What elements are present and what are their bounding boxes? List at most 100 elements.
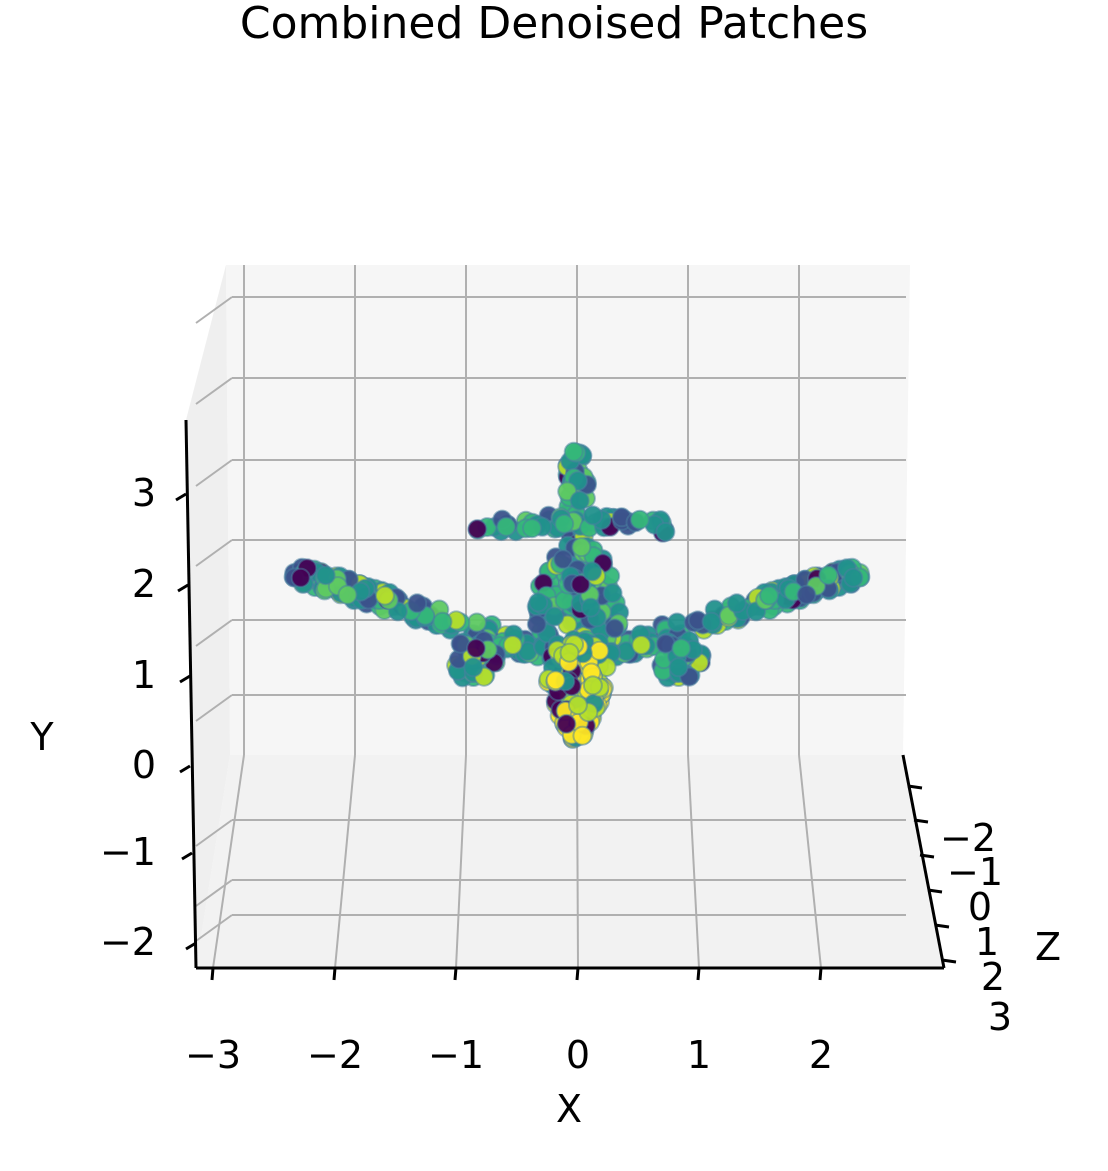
y-tick-mark: [177, 583, 189, 593]
data-point: [604, 618, 625, 639]
x-floor-gridline: [798, 754, 822, 969]
x-tick-label: 2: [809, 1033, 833, 1077]
data-point: [554, 590, 575, 611]
data-point: [589, 640, 610, 661]
z-tick-mark: [907, 784, 923, 790]
y-tick-label: 0: [132, 743, 156, 787]
data-point: [582, 675, 603, 696]
z-tick-label: 3: [988, 995, 1012, 1039]
floor-pane: [196, 755, 944, 968]
z-axis-label: Z: [1035, 925, 1061, 969]
side-pane: [186, 265, 230, 968]
z-tick-label: 2: [981, 955, 1005, 999]
data-point: [569, 490, 590, 511]
y-tick-mark: [181, 851, 193, 861]
data-point: [496, 516, 517, 537]
y-side-gridline: [195, 377, 233, 405]
data-point: [655, 521, 676, 542]
data-point: [759, 585, 780, 606]
data-point: [668, 657, 689, 678]
x-tick-label: −1: [428, 1033, 484, 1077]
data-point: [631, 635, 652, 655]
y-axis-label: Y: [29, 715, 54, 759]
y-side-gridline: [195, 819, 233, 847]
z-tick-mark: [919, 853, 935, 859]
data-point: [467, 519, 488, 540]
data-point: [602, 583, 623, 604]
data-point: [567, 695, 588, 716]
x-tick-mark: [332, 967, 337, 981]
data-point: [796, 584, 817, 605]
data-point: [337, 584, 358, 605]
x-tick-mark: [453, 967, 458, 981]
y-side-gridline: [195, 914, 233, 942]
data-point: [526, 614, 547, 635]
z-tick-mark: [927, 888, 943, 894]
x-tick-mark: [210, 967, 215, 981]
data-point: [582, 505, 603, 526]
data-point: [545, 670, 566, 691]
x-floor-gridline: [687, 754, 700, 969]
data-point: [544, 606, 565, 627]
y-tick-mark: [179, 674, 191, 684]
y-tick-label: 3: [132, 471, 156, 515]
z-axis-line: [901, 754, 946, 969]
x-tick-mark: [575, 967, 580, 981]
data-point: [726, 593, 747, 614]
y-side-gridline: [195, 539, 233, 567]
z-tick-mark: [913, 818, 929, 824]
data-point: [559, 642, 580, 663]
scatter-points: [283, 441, 871, 749]
data-point: [522, 518, 542, 539]
data-point: [843, 567, 864, 588]
data-point: [582, 561, 603, 582]
data-point: [563, 441, 584, 462]
z-tick-label: −2: [940, 816, 996, 860]
y-tick-label: 2: [132, 562, 156, 606]
data-point: [407, 593, 428, 614]
data-point: [571, 537, 592, 558]
x-ticks: −3 −2 −1 0 1 2: [185, 967, 833, 1077]
z-tick-label: 0: [968, 885, 992, 929]
x-tick-label: 1: [687, 1033, 711, 1077]
x-tick-label: −2: [307, 1033, 363, 1077]
data-point: [554, 513, 575, 534]
y-ticks: −2 −1 0 1 2 3: [100, 471, 197, 964]
data-point: [629, 509, 650, 530]
data-point: [701, 611, 722, 632]
x-floor-gridline: [212, 754, 245, 969]
data-point: [528, 592, 549, 613]
x-tick-label: −3: [185, 1033, 241, 1077]
data-point: [570, 574, 591, 595]
x-floor-gridline: [334, 754, 356, 969]
data-point: [466, 638, 487, 659]
chart-title: Combined Denoised Patches: [240, 0, 868, 49]
data-point: [502, 635, 523, 655]
data-point: [553, 549, 574, 570]
data-point: [432, 611, 453, 632]
x-axis-label: X: [556, 1087, 582, 1131]
y-side-gridline: [195, 879, 233, 907]
data-point: [556, 713, 577, 734]
data-point: [466, 612, 487, 633]
y-side-gridline: [195, 694, 233, 722]
x-tick-label: 0: [566, 1033, 590, 1077]
x-tick-mark: [818, 967, 823, 981]
x-tick-mark: [696, 967, 701, 981]
y-tick-mark: [179, 764, 191, 774]
y-tick-mark: [185, 941, 197, 951]
data-point: [818, 565, 839, 586]
z-tick-mark: [934, 923, 950, 929]
y-side-gridline: [195, 296, 233, 324]
data-point: [671, 638, 692, 659]
y-axis-line: [184, 419, 198, 969]
x-floor-gridline: [576, 754, 579, 969]
x-floor-gridline: [455, 754, 467, 969]
y-tick-mark: [175, 492, 187, 502]
data-point: [667, 612, 688, 633]
y-tick-label: −1: [100, 830, 156, 874]
data-point: [572, 725, 593, 746]
z-tick-mark: [941, 958, 957, 964]
